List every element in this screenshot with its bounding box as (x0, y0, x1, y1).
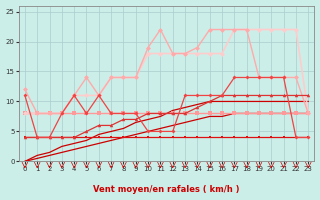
X-axis label: Vent moyen/en rafales ( km/h ): Vent moyen/en rafales ( km/h ) (93, 185, 240, 194)
